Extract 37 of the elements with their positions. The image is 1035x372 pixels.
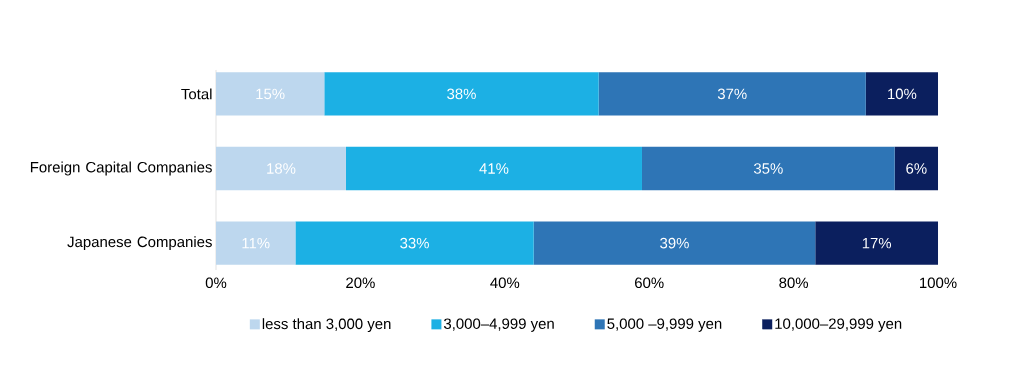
data-label: 33% [400,237,429,249]
data-label: 37% [717,88,747,100]
data-label: 15% [256,88,285,100]
x-tick-label: 80% [779,277,809,289]
bar [324,72,599,116]
bar [295,221,534,265]
data-label: 35% [753,163,783,174]
bar [641,146,895,191]
legend-label: 5,000 –9,999 yen [607,318,722,332]
data-label: 18% [267,163,296,174]
data-label: 38% [447,88,476,100]
y-tick-label: Japanese Companies [67,236,212,251]
data-label: 6% [906,163,927,174]
bar [865,72,939,116]
bar [216,72,325,116]
data-label: 10% [888,88,917,100]
data-label: 11% [242,237,270,249]
data-label: 17% [862,237,892,249]
data-label: 39% [660,237,689,249]
bar [216,221,296,265]
data-label: 41% [479,163,509,174]
legend-label: 3,000–4,999 yen [443,318,554,332]
legend-label: 10,000–29,999 yen [775,318,902,332]
legend-label: less than 3,000 yen [262,318,391,333]
bar [598,72,866,116]
x-tick-label: 40% [490,277,520,289]
bar [894,146,939,191]
x-tick-label: 0% [205,277,227,289]
bar [345,146,642,191]
bar [815,221,939,265]
x-tick-label: 20% [346,277,375,289]
y-tick-label: Total [181,88,212,100]
bar [216,146,346,191]
y-tick-label: Foreign Capital Companies [30,161,212,176]
x-tick-label: 60% [635,277,664,289]
bar [533,221,816,265]
x-tick-label: 100% [920,277,957,289]
